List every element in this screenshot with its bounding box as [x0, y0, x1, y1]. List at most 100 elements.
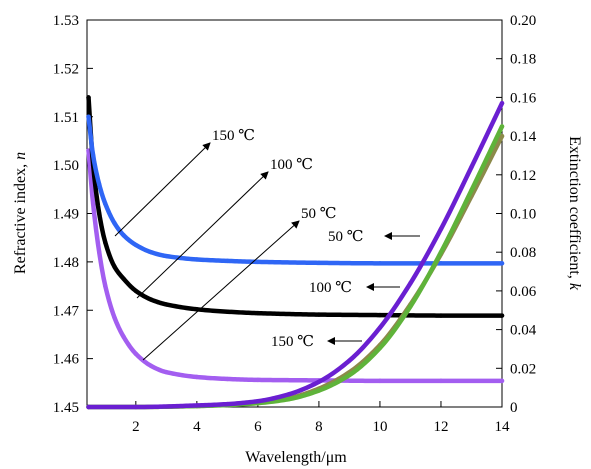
annotation-arrow-n-100 [136, 171, 269, 299]
annotation-arrow-n-150 [142, 220, 300, 361]
data-point-n-50 [194, 257, 200, 262]
data-point-n-100 [112, 264, 117, 269]
data-point-k-50 [347, 372, 352, 378]
data-point-k-150 [469, 164, 474, 170]
data-point-k-150 [194, 403, 200, 408]
data-point-k-150 [133, 404, 139, 410]
data-point-k-50 [286, 397, 291, 402]
y-left-tick-label: 1.49 [53, 207, 79, 223]
data-point-n-150 [97, 250, 102, 255]
series-layer [86, 95, 505, 410]
data-point-n-50 [255, 259, 261, 265]
data-point-k-150 [377, 325, 383, 330]
series-line-n-100 [86, 95, 505, 318]
data-point-n-150 [255, 377, 261, 383]
data-point-n-150 [377, 378, 383, 384]
data-point-n-50 [97, 182, 102, 187]
data-point-k-50 [469, 188, 474, 193]
x-tick-label: 10 [372, 419, 387, 435]
data-point-k-150 [499, 101, 505, 106]
y-left-tick-label: 1.51 [53, 110, 79, 126]
x-tick-label: 6 [254, 419, 262, 435]
x-tick-label: 4 [193, 419, 201, 435]
data-point-n-100 [103, 240, 108, 245]
data-point-n-50 [103, 201, 108, 207]
y-left-tick-label: 1.48 [53, 255, 79, 271]
data-point-k-150 [225, 401, 230, 407]
data-point-k-150 [255, 398, 261, 404]
data-point-n-50 [377, 261, 383, 266]
x-axis-label: Wavelength/μm [245, 449, 347, 466]
y-right-tick-label: 0.20 [510, 13, 536, 29]
y-left-axis-label: Refractive index, n [12, 152, 29, 274]
y-right-tick-label: 0.02 [510, 361, 536, 377]
data-point-n-100 [133, 288, 139, 294]
x-tick-label: 8 [315, 419, 323, 435]
data-point-n-150 [438, 378, 444, 384]
annotation-label-k-50: 50 ℃ [328, 229, 364, 245]
y-right-tick-label: 0.04 [510, 323, 537, 339]
data-point-n-150 [112, 315, 117, 320]
data-point-n-100 [225, 309, 230, 314]
data-point-k-150 [408, 280, 413, 286]
data-point-n-150 [133, 351, 139, 356]
y-right-tick-label: 0.08 [510, 245, 536, 261]
data-point-n-50 [112, 220, 117, 226]
y-right-tick-label: 0.06 [510, 284, 537, 300]
data-point-n-150 [499, 378, 505, 384]
data-point-k-50 [377, 345, 383, 351]
y-right-axis-label-text: Extinction coefficient, [566, 136, 583, 283]
y-right-axis-label: Extinction coefficient, k [566, 136, 583, 291]
data-point-n-100 [377, 312, 383, 318]
y-left-tick-label: 1.53 [53, 13, 79, 29]
data-point-n-50 [86, 114, 91, 119]
y-right-tick-label: 0.12 [510, 168, 536, 184]
data-point-k-150 [286, 392, 291, 397]
data-point-n-100 [164, 302, 169, 307]
data-point-n-100 [86, 95, 91, 100]
data-point-n-50 [225, 258, 230, 264]
data-point-n-100 [499, 313, 505, 318]
y-left-axis-label-text: Refractive index, [12, 160, 29, 274]
data-point-n-150 [103, 283, 108, 289]
series-line-k-150 [86, 100, 505, 410]
annotation-label-k-100: 100 ℃ [309, 280, 352, 296]
data-point-n-150 [164, 369, 169, 375]
y-left-tick-label: 1.46 [53, 352, 80, 368]
data-point-n-150 [90, 201, 96, 207]
y-left-tick-label: 1.47 [53, 303, 80, 319]
series-line-n-150 [86, 148, 505, 384]
data-point-n-50 [164, 253, 169, 259]
y-left-tick-label: 1.50 [53, 158, 79, 174]
data-point-n-50 [438, 261, 444, 266]
y-right-tick-label: 0.16 [510, 90, 537, 106]
y-left-axis-label-var: n [12, 152, 29, 160]
y-left-axis: 1.45 1.46 1.47 1.48 1.49 1.50 1.51 1.52 1.53 [53, 13, 93, 416]
data-point-n-150 [148, 363, 154, 369]
data-point-k-50 [499, 124, 505, 129]
data-point-k-50 [408, 304, 413, 309]
y-right-axis: 0 0.02 0.04 0.06 0.08 0.10 0.12 0.14 0.16 0.18 0.2… [496, 13, 537, 416]
y-right-tick-label: 0.14 [510, 129, 537, 145]
data-point-k-50 [438, 250, 444, 255]
annotation-label-k-150: 150 ℃ [271, 334, 314, 350]
data-point-n-150 [121, 334, 126, 340]
x-tick-label: 2 [132, 419, 140, 435]
y-right-tick-label: 0 [510, 400, 518, 416]
data-point-n-50 [316, 260, 322, 266]
data-point-n-100 [148, 297, 154, 302]
annotation-label-n-100: 100 ℃ [270, 157, 313, 173]
data-point-n-50 [148, 250, 154, 255]
data-point-n-100 [316, 312, 322, 317]
y-left-tick-label: 1.52 [53, 61, 79, 77]
data-point-n-150 [86, 148, 91, 153]
x-tick-label: 14 [495, 419, 511, 435]
x-axis: 2 4 6 8 10 12 14 [132, 401, 510, 435]
data-point-k-150 [347, 358, 352, 363]
data-point-k-150 [86, 404, 91, 410]
data-point-n-100 [255, 310, 261, 316]
y-right-axis-label-var: k [566, 283, 583, 291]
y-right-tick-label: 0.18 [510, 52, 536, 68]
data-point-k-50 [316, 388, 322, 393]
